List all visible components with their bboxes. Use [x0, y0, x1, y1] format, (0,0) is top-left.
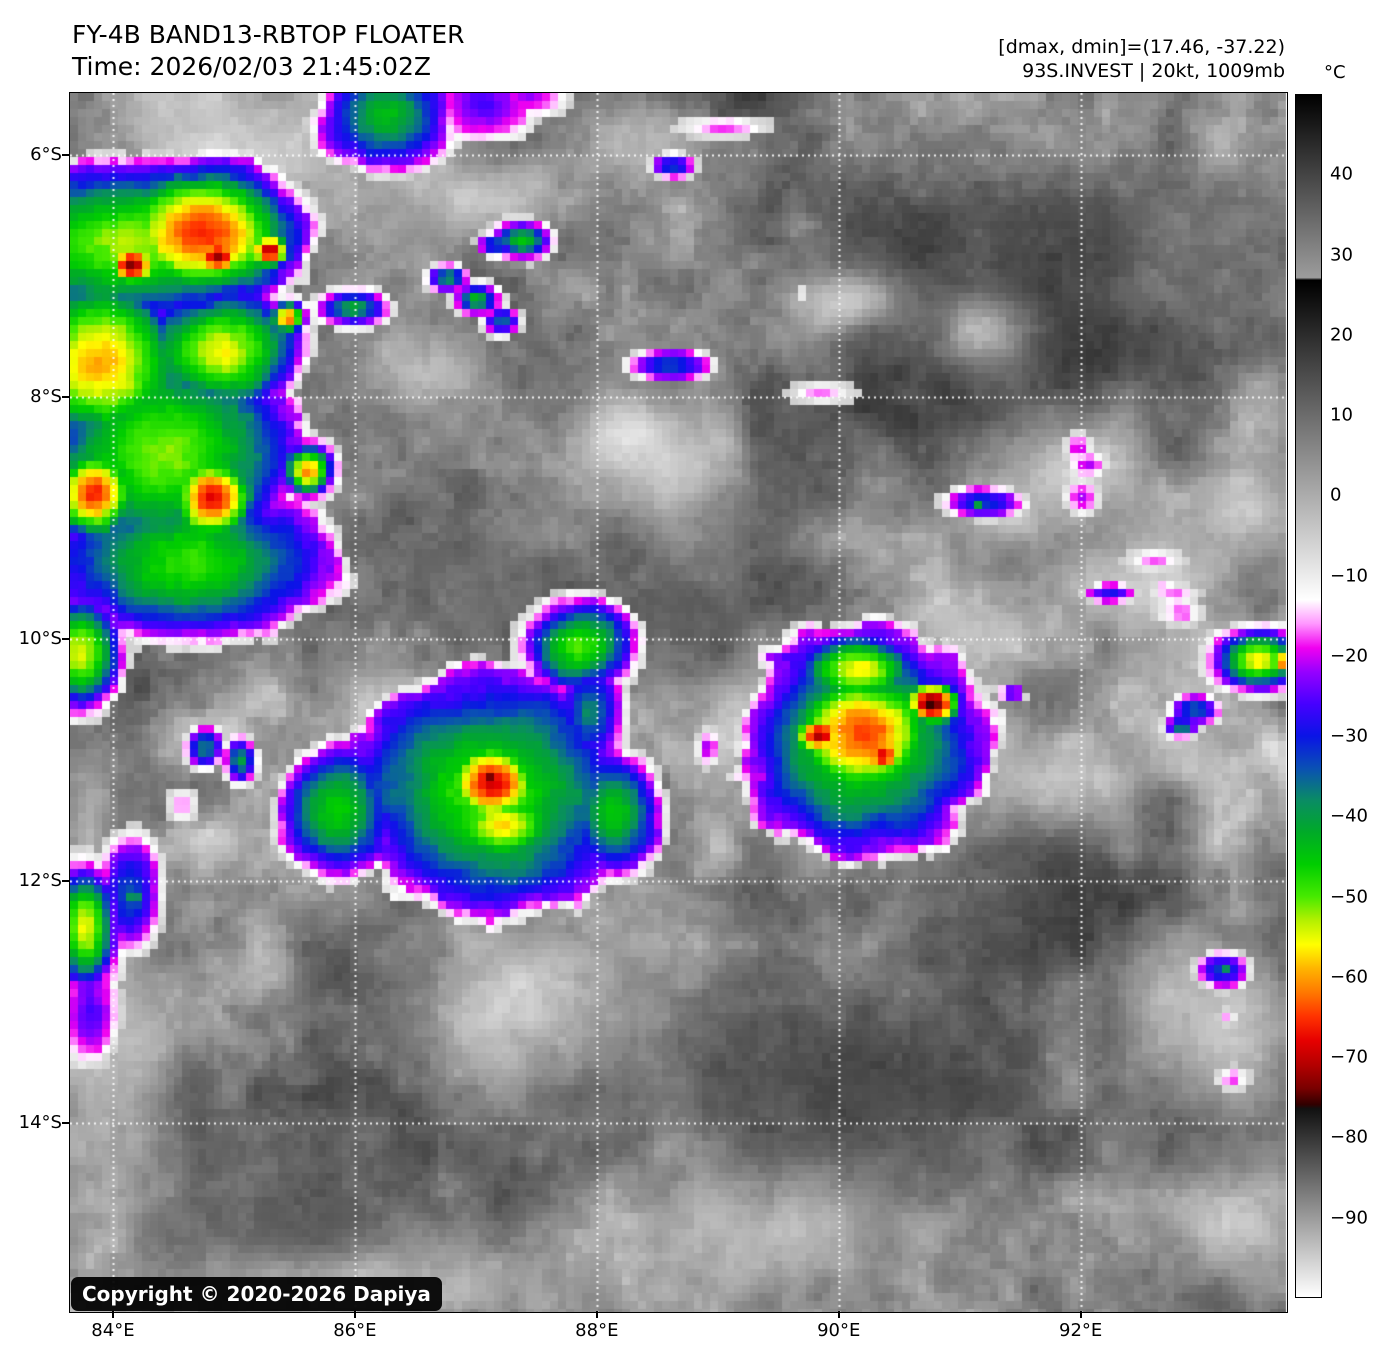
lat-tick-label: 12°S — [18, 870, 62, 892]
lon-tick-mark — [353, 1311, 356, 1318]
lon-tick-label: 84°E — [91, 1320, 135, 1341]
colorbar-tick-label: −80 — [1330, 1126, 1368, 1148]
lon-tick-label: 92°E — [1059, 1320, 1103, 1341]
colorbar-tick-label: −30 — [1330, 725, 1368, 747]
colorbar-tick-label: 20 — [1330, 324, 1353, 346]
lon-tick-label: 90°E — [817, 1320, 861, 1341]
figure-timestamp: Time: 2026/02/03 21:45:02Z — [72, 52, 431, 81]
figure-title: FY-4B BAND13-RBTOP FLOATER — [72, 20, 465, 49]
lon-tick-label: 86°E — [333, 1320, 377, 1341]
lat-tick-mark — [62, 879, 69, 882]
colorbar-tick-label: −70 — [1330, 1046, 1368, 1068]
satellite-imagery — [70, 93, 1287, 1312]
colorbar-tick-label: −40 — [1330, 805, 1368, 827]
lon-tick-mark — [111, 1311, 114, 1318]
colorbar-unit-label: °C — [1324, 62, 1346, 83]
map-plot-area — [69, 92, 1288, 1313]
colorbar-tick-label: −90 — [1330, 1207, 1368, 1229]
lat-tick-mark — [62, 153, 69, 156]
lat-tick-label: 8°S — [30, 386, 62, 408]
colorbar-tick-label: −10 — [1330, 565, 1368, 587]
colorbar-tick-label: 40 — [1330, 163, 1353, 185]
lat-tick-mark — [62, 1121, 69, 1124]
lon-tick-mark — [595, 1311, 598, 1318]
lat-tick-mark — [62, 395, 69, 398]
copyright-badge: Copyright © 2020-2026 Dapiya — [71, 1277, 442, 1311]
colorbar-tick-label: −60 — [1330, 966, 1368, 988]
colorbar-tick-label: −20 — [1330, 645, 1368, 667]
lat-tick-mark — [62, 637, 69, 640]
colorbar-gradient — [1295, 94, 1322, 1298]
lon-tick-mark — [1079, 1311, 1082, 1318]
storm-info-annotation: 93S.INVEST | 20kt, 1009mb — [1022, 60, 1285, 82]
lat-tick-label: 14°S — [18, 1112, 62, 1134]
lon-tick-mark — [837, 1311, 840, 1318]
lat-tick-label: 10°S — [18, 628, 62, 650]
colorbar-tick-label: 0 — [1330, 484, 1342, 506]
lon-tick-label: 88°E — [575, 1320, 619, 1341]
lat-tick-label: 6°S — [30, 144, 62, 166]
colorbar-tick-label: 30 — [1330, 244, 1353, 266]
colorbar-tick-label: −50 — [1330, 886, 1368, 908]
colorbar-tick-label: 10 — [1330, 404, 1353, 426]
dmax-dmin-annotation: [dmax, dmin]=(17.46, -37.22) — [998, 36, 1285, 58]
